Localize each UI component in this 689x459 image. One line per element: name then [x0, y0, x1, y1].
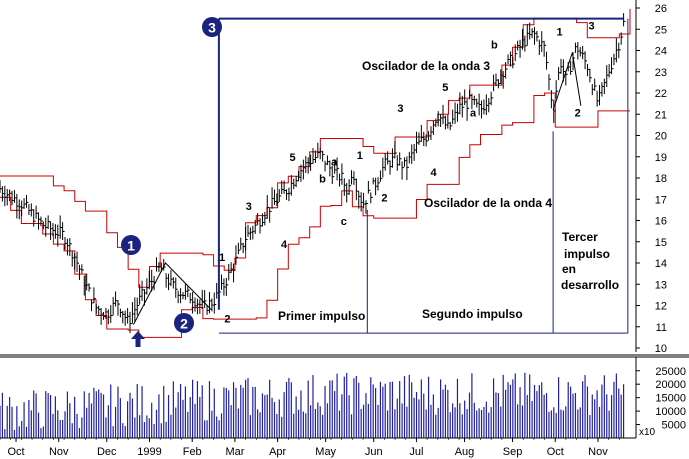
circle-marker-2-label: 2	[180, 316, 188, 332]
circle-marker-1-label: 1	[127, 238, 135, 254]
time-tick-label: Jul	[409, 446, 423, 458]
price-tick-label: 19	[655, 152, 667, 164]
price-tick-label: 21	[655, 109, 667, 121]
third-impulse-label-line2: impulso	[564, 247, 610, 261]
wave-label: 2	[575, 107, 581, 119]
oscillator-wave3-label: Oscilador de la onda 3	[362, 59, 490, 73]
circle-marker-3: 3	[202, 17, 222, 37]
price-tick-label: 11	[656, 322, 667, 334]
circle-marker-1: 1	[121, 235, 141, 255]
time-tick-label: Oct	[547, 446, 564, 458]
wave-label: 3	[246, 201, 252, 213]
wave-label: 5	[290, 152, 296, 164]
price-tick-label: 22	[655, 88, 667, 100]
price-tick-label: 18	[655, 173, 667, 185]
volume-tick-label: 15000	[655, 393, 686, 405]
wave-label: 3	[397, 103, 403, 115]
time-tick-label: Jun	[365, 446, 383, 458]
price-tick-label: 23	[655, 67, 667, 79]
time-tick-label: Apr	[269, 446, 286, 458]
time-tick-label: Nov	[588, 446, 608, 458]
wave-label: 5	[442, 82, 448, 94]
third-impulse-label-line3: en	[562, 262, 576, 276]
wave-label: 3	[588, 20, 594, 32]
circle-marker-3-label: 3	[208, 20, 216, 36]
price-tick-label: 15	[655, 237, 667, 249]
wave-label: 1	[357, 150, 363, 162]
time-axis: Oct Nov Dec 1999 Feb Mar Apr May Jun Jul Aug Sep Oct…	[0, 438, 620, 458]
price-tick-label: 13	[655, 279, 667, 291]
wave-label: 2	[381, 192, 387, 204]
wave-label: b	[491, 39, 498, 51]
price-tick-label: 20	[655, 131, 667, 143]
price-tick-label: 14	[655, 258, 667, 270]
third-impulse-label-line1: Tercer	[562, 230, 598, 244]
zigzag-line-b	[552, 52, 582, 111]
price-tick-label: 16	[655, 216, 667, 228]
volume-tick-label: 20000	[655, 379, 686, 391]
wave-label: 4	[430, 167, 437, 179]
volume-multiplier-label: x10	[639, 427, 656, 438]
price-bars	[0, 13, 626, 334]
time-tick-label: May	[315, 446, 336, 458]
time-tick-label: Feb	[183, 446, 202, 458]
time-tick-label: 1999	[137, 446, 161, 458]
wave-label: 2	[224, 314, 230, 326]
wave-label: c	[341, 216, 347, 228]
volume-tick-label: 5000	[662, 420, 686, 432]
price-tick-label: 12	[655, 301, 667, 313]
volume-tick-label: 25000	[655, 366, 686, 378]
time-tick-label: Sep	[503, 446, 523, 458]
wave-label: a	[331, 156, 338, 168]
price-tick-label: 17	[655, 194, 667, 206]
time-tick-label: Mar	[225, 446, 244, 458]
up-arrow-icon	[131, 331, 145, 347]
wave-label: b	[319, 173, 326, 185]
first-impulse-label: Primer impulso	[278, 309, 365, 323]
price-tick-label: 25	[655, 24, 667, 36]
volume-bars	[0, 372, 625, 438]
wave-label: 1	[556, 27, 562, 39]
price-tick-label: 10	[655, 343, 667, 355]
price-axis: 10 11 12 13 14 15 16 17 18 19 20 21 22 23 24 25 26	[636, 3, 667, 355]
oscillator-wave4-label: Oscilador de la onda 4	[424, 196, 552, 210]
time-tick-label: Dec	[97, 446, 117, 458]
circle-marker-2: 2	[174, 313, 194, 333]
volume-tick-label: 10000	[655, 406, 686, 418]
third-impulse-label-line4: desarrollo	[561, 278, 619, 292]
zigzag-line-a	[133, 262, 212, 325]
wave-label: 4	[281, 239, 288, 251]
wave-label: 1	[219, 252, 225, 264]
price-tick-label: 26	[655, 3, 667, 15]
wave-label: a	[470, 107, 477, 119]
lower-band-line	[0, 92, 630, 338]
time-tick-label: Oct	[7, 446, 24, 458]
price-tick-label: 24	[655, 46, 667, 58]
time-tick-label: Nov	[49, 446, 69, 458]
time-tick-label: Aug	[455, 446, 475, 458]
second-impulse-label: Segundo impulso	[422, 307, 523, 321]
channel-lines	[133, 17, 629, 334]
